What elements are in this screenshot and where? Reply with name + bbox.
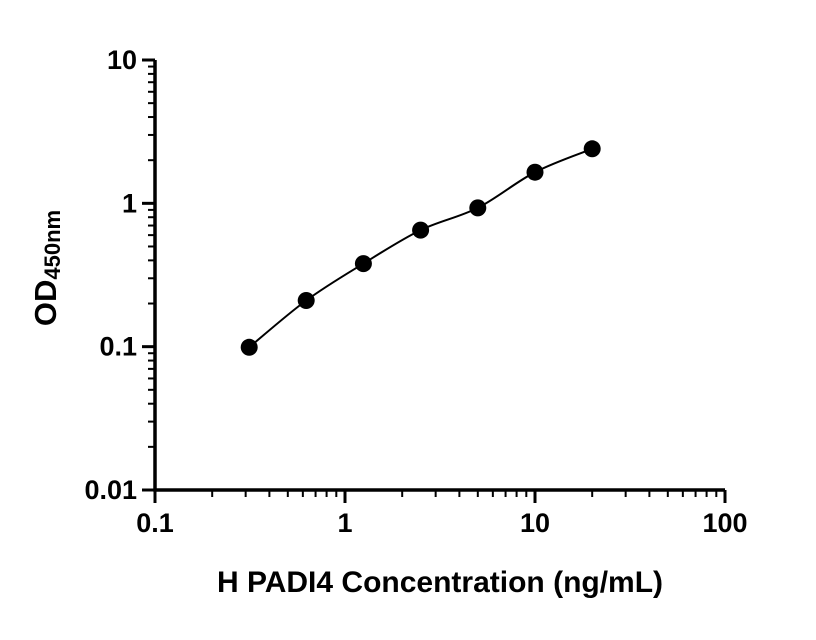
y-axis-title-main: OD — [28, 279, 63, 327]
y-axis-title-sub: 450nm — [40, 209, 65, 280]
x-axis-tick-label: 10 — [520, 508, 550, 538]
axis-spines — [153, 60, 725, 492]
data-point-marker — [412, 221, 430, 239]
data-point-marker — [354, 255, 372, 273]
data-point-marker — [297, 292, 315, 309]
standard-curve-line — [248, 147, 593, 349]
y-axis-tick-label: 1 — [122, 188, 137, 218]
y-axis-tick-label: 0.01 — [84, 475, 137, 505]
data-point-marker — [583, 140, 601, 158]
x-axis-tick-label: 1 — [337, 508, 352, 538]
data-point-marker — [240, 338, 258, 356]
data-point-marker — [469, 199, 487, 217]
x-axis-title: H PADI4 Concentration (ng/mL) — [216, 566, 664, 599]
y-axis-tick-label: 0.1 — [99, 332, 137, 362]
y-axis-tick-label: 10 — [107, 45, 137, 75]
y-axis-title: OD450nm — [28, 209, 65, 327]
data-point-marker — [526, 163, 544, 181]
x-axis-tick-label: 100 — [702, 508, 747, 538]
x-axis-tick-label: 0.1 — [136, 508, 174, 538]
